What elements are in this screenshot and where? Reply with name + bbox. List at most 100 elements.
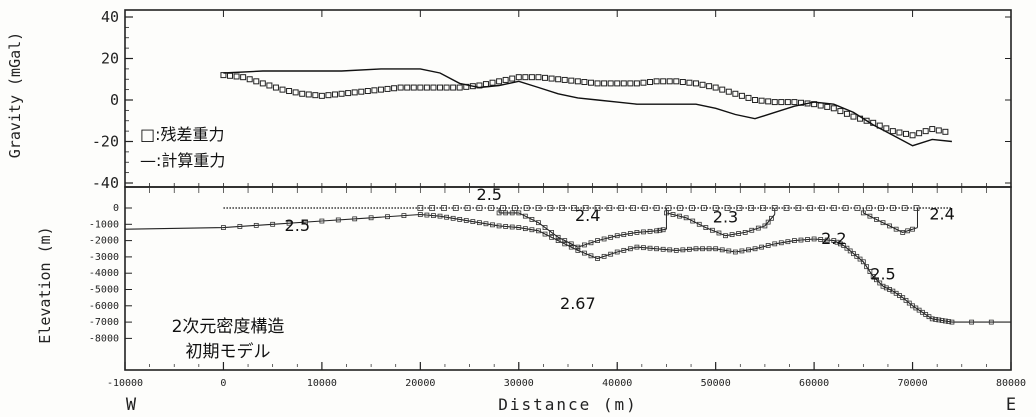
residual-gravity-point [279, 86, 286, 93]
residual-gravity-point [338, 90, 345, 97]
residual-gravity-point [272, 84, 279, 91]
density-boundary-node [798, 237, 804, 243]
surface-node [700, 205, 707, 211]
surface-node [547, 205, 554, 211]
density-boundary-node [621, 247, 627, 253]
density-boundary-node [709, 227, 715, 233]
residual-gravity-point [522, 74, 529, 81]
residual-gravity-point [725, 88, 732, 95]
residual-gravity-point [732, 90, 739, 97]
density-value-label: 2.5 [285, 216, 310, 235]
residual-gravity-point [430, 84, 437, 91]
residual-gravity-point [542, 74, 549, 81]
residual-gravity-point [299, 90, 306, 97]
density-boundary-node [696, 221, 702, 227]
surface-node [630, 205, 636, 211]
density-boundary-node [568, 241, 574, 247]
density-boundary-node [818, 237, 824, 242]
density-boundary-node [641, 245, 646, 251]
surface-node [807, 205, 814, 211]
density-boundary-node [431, 213, 436, 219]
model-title-line-1: 2次元密度構造 [172, 317, 285, 337]
surface-node [748, 205, 755, 211]
surface-node [476, 205, 483, 211]
elevation-y-axis-label: Elevation (m) [36, 226, 54, 343]
calculated-gravity-line [223, 68, 952, 147]
residual-gravity-point [647, 79, 654, 86]
residual-gravity-point [673, 78, 680, 85]
residual-gravity-point [863, 117, 870, 124]
density-boundary-node [575, 247, 581, 253]
density-boundary-node [772, 241, 778, 247]
density-boundary-node [562, 238, 568, 244]
residual-gravity-point [528, 74, 535, 81]
surface-node [760, 205, 766, 211]
density-plot-frame [124, 186, 1012, 371]
distance-x-ticks: -10000 0 10000 20000 30000 40000 50000 60000 700… [107, 10, 1026, 389]
residual-gravity-point [548, 75, 555, 82]
surface-node [854, 205, 861, 211]
residual-gravity-point [942, 128, 949, 135]
residual-gravity-point [889, 128, 896, 135]
density-boundary-node [221, 225, 226, 230]
density-boundary-node [670, 212, 676, 217]
residual-gravity-point [620, 80, 627, 87]
density-boundary-node [905, 228, 911, 234]
surface-node [677, 205, 684, 211]
surface-node [535, 205, 542, 211]
density-boundary-node [303, 219, 308, 225]
residual-gravity-point [784, 99, 791, 106]
density-boundary-node [765, 243, 771, 248]
residual-gravity-point [371, 87, 378, 94]
density-value-label: 2.5 [870, 265, 895, 284]
density-boundary-node [769, 215, 774, 221]
density-value-label: 2.2 [821, 229, 846, 248]
residual-gravity-point [259, 80, 266, 87]
density-boundary-node [319, 218, 325, 224]
density-boundary-node [516, 210, 522, 216]
residual-gravity-point [305, 91, 312, 98]
density-boundary-node [660, 227, 666, 233]
residual-gravity-point [345, 90, 352, 97]
density-boundary-node [647, 245, 653, 251]
density-boundary-node [457, 217, 463, 222]
density-boundary-node [368, 215, 374, 221]
residual-gravity-point [450, 84, 457, 91]
residual-gravity-point [489, 79, 496, 86]
density-boundary-node [641, 229, 646, 235]
residual-gravity-point [699, 81, 706, 88]
residual-gravity-point [266, 82, 273, 89]
density-boundary-node [522, 213, 528, 219]
residual-gravity-point [922, 128, 929, 135]
density-boundary-node [847, 248, 853, 254]
density-boundary-node [805, 237, 810, 242]
density-boundary-node [627, 231, 633, 236]
residual-gravity-point [883, 125, 890, 132]
residual-gravity-point [653, 78, 660, 85]
density-value-label: 2.4 [929, 204, 954, 223]
density-boundary-node [854, 253, 860, 259]
surface-node [665, 205, 672, 211]
density-boundary-node [749, 227, 755, 233]
surface-node [606, 205, 613, 211]
residual-gravity-point [246, 76, 253, 83]
density-boundary-node [683, 215, 689, 221]
residual-gravity-point [929, 126, 936, 133]
density-boundary-line [666, 212, 776, 237]
density-boundary-node [536, 228, 541, 234]
residual-gravity-point [253, 78, 260, 85]
density-boundary-node [286, 220, 292, 226]
residual-gravity-point [778, 99, 785, 106]
residual-gravity-point [692, 80, 699, 87]
density-boundary-node [568, 244, 574, 250]
residual-gravity-point [633, 80, 640, 87]
elevation-y-tick-label: -3000 [89, 252, 119, 263]
density-boundary-node [582, 250, 587, 256]
surface-node [417, 205, 424, 211]
density-boundary-node [874, 217, 879, 222]
residual-gravity-point [791, 99, 798, 106]
surface-node [689, 205, 695, 211]
surface-node [712, 205, 719, 211]
density-boundary-node [700, 246, 705, 252]
residual-gravity-point [325, 92, 332, 99]
